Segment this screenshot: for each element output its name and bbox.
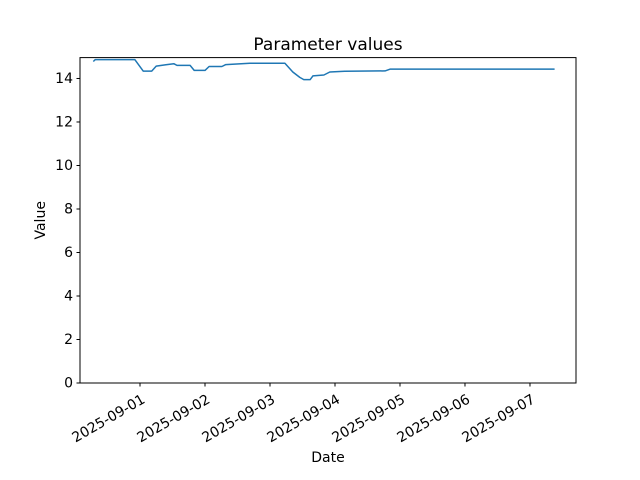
y-tick-label: 6 bbox=[64, 245, 73, 261]
x-axis-ticks: 2025-09-012025-09-022025-09-032025-09-04… bbox=[70, 383, 538, 446]
y-tick-label: 12 bbox=[55, 114, 73, 130]
y-axis-ticks: 0 2 4 6 8 10 12 14 bbox=[55, 71, 80, 392]
x-tick-label: 2025-09-02 bbox=[135, 392, 213, 447]
x-tick-label: 2025-09-07 bbox=[460, 392, 538, 447]
data-series-line bbox=[92, 58, 555, 81]
y-tick-label: 8 bbox=[64, 201, 73, 217]
y-tick-label: 0 bbox=[64, 376, 73, 392]
y-axis-label: Value bbox=[33, 201, 49, 239]
x-tick-label: 2025-09-06 bbox=[395, 392, 474, 447]
y-tick-label: 10 bbox=[55, 158, 73, 174]
x-tick-label: 2025-09-04 bbox=[265, 392, 344, 447]
x-tick-label: 2025-09-05 bbox=[330, 392, 408, 447]
chart-title: Parameter values bbox=[253, 35, 402, 55]
x-axis-label: Date bbox=[311, 450, 344, 466]
x-tick-label: 2025-09-01 bbox=[70, 392, 148, 447]
y-tick-label: 4 bbox=[64, 288, 73, 304]
y-tick-label: 2 bbox=[64, 332, 73, 348]
x-tick-label: 2025-09-03 bbox=[200, 392, 278, 447]
y-tick-label: 14 bbox=[55, 71, 73, 87]
plot-area bbox=[79, 57, 577, 384]
